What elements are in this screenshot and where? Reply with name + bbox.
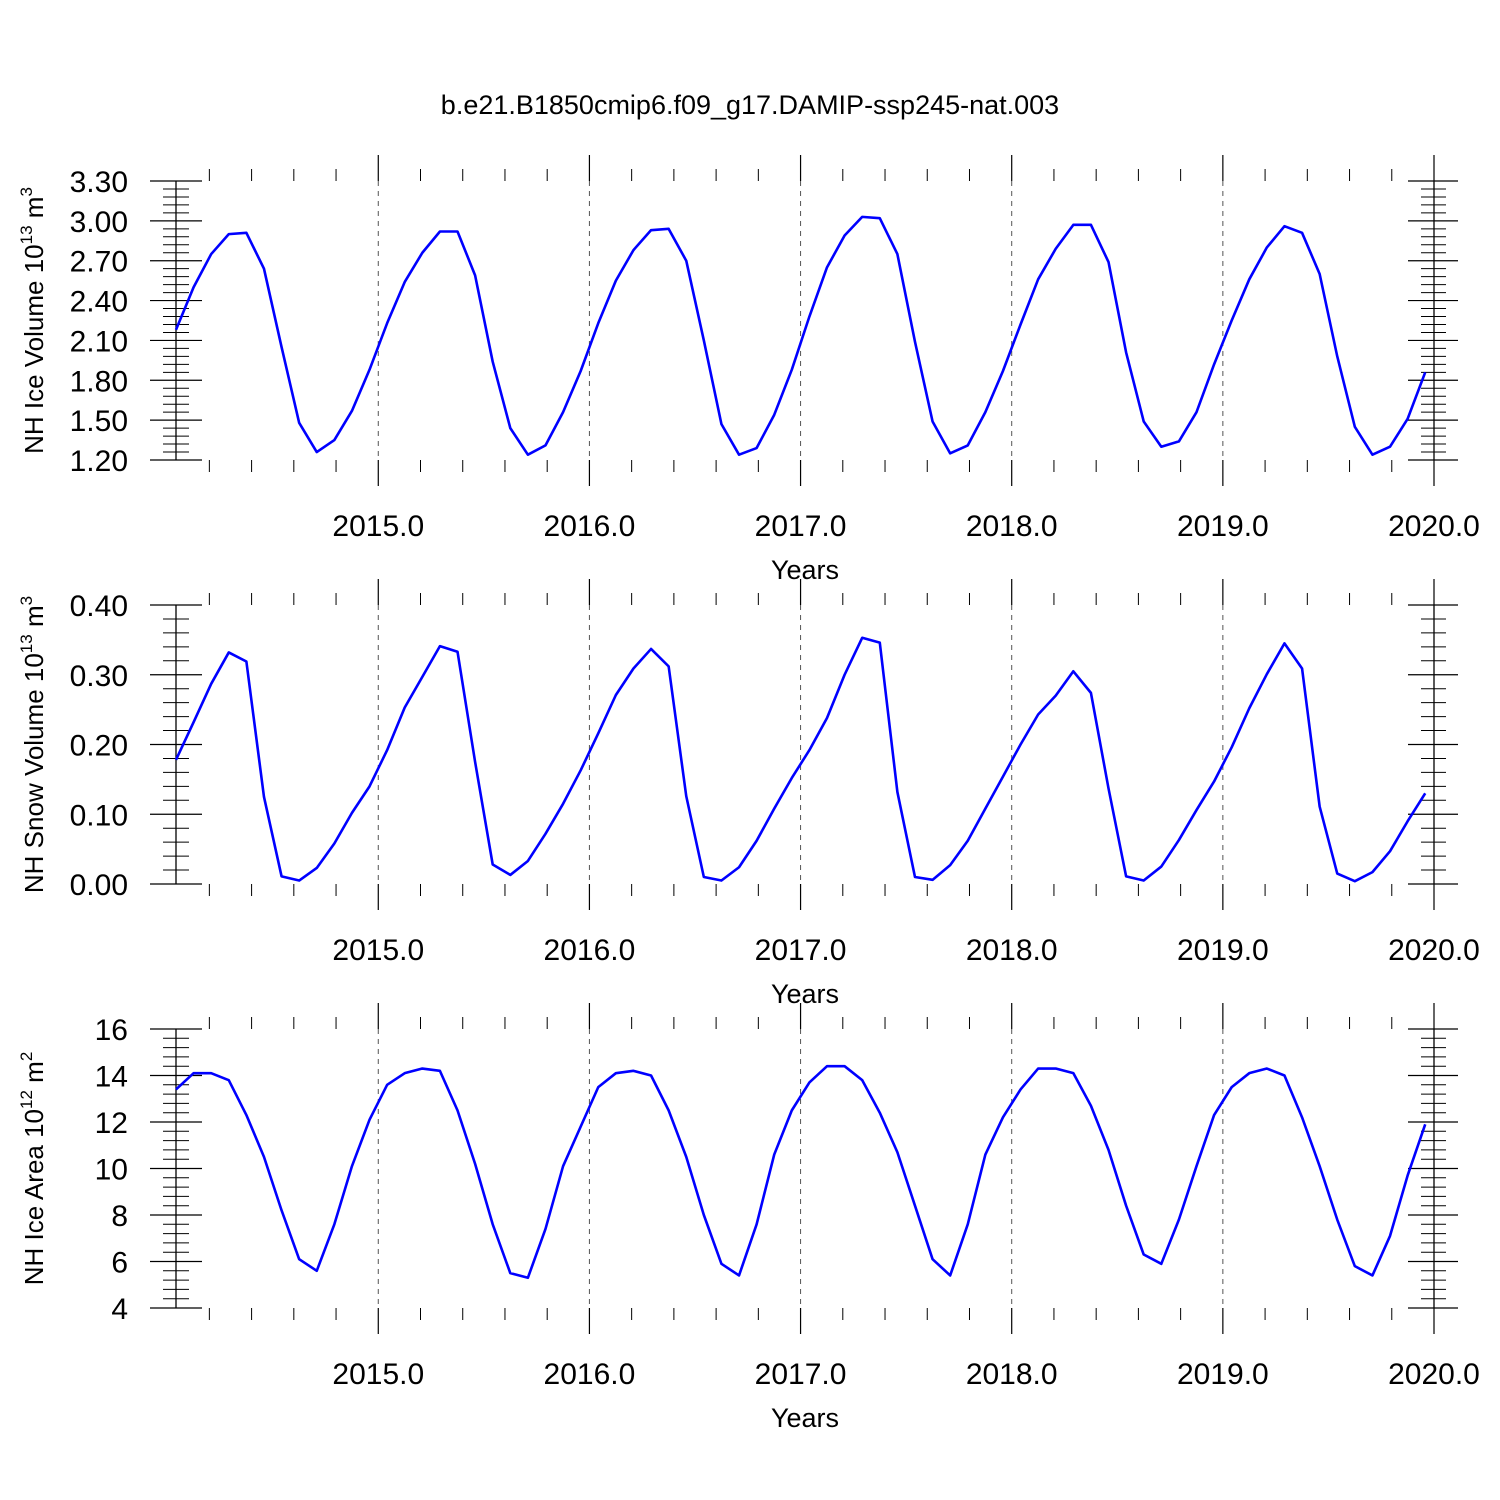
x-tick-label: 2020.0 [1388,510,1480,543]
y-axis-label-text: m [19,605,49,634]
x-axis-label: Years [771,555,839,585]
x-tick-label: 2015.0 [332,1358,424,1391]
x-tick-label: 2019.0 [1177,934,1269,967]
x-tick-label: 2018.0 [966,510,1058,543]
y-axis-label: NH Ice Volume 1013 m3 [17,187,49,454]
x-tick-label: 2019.0 [1177,510,1269,543]
y-axis-label-superscript: 3 [17,596,36,605]
y-axis-label-text: NH Ice Area 10 [19,1109,49,1285]
y-axis-label-text: NH Ice Volume 10 [19,244,49,454]
x-tick-label: 2017.0 [755,934,847,967]
y-tick-label: 2.40 [70,286,128,319]
y-tick-label: 1.80 [70,365,128,398]
x-tick-label: 2016.0 [544,1358,636,1391]
y-tick-label: 10 [95,1154,128,1187]
y-tick-label: 0.30 [70,660,128,693]
page-title: b.e21.B1850cmip6.f09_g17.DAMIP-ssp245-na… [440,90,1060,120]
y-tick-label: 3.30 [70,166,128,199]
x-tick-label: 2017.0 [755,510,847,543]
x-tick-label: 2017.0 [755,1358,847,1391]
x-tick-label: 2018.0 [966,934,1058,967]
x-tick-label: 2015.0 [332,934,424,967]
y-tick-label: 2.70 [70,246,128,279]
y-tick-label: 16 [95,1014,128,1047]
y-tick-label: 3.00 [70,206,128,239]
x-tick-label: 2018.0 [966,1358,1058,1391]
y-axis-label-superscript: 3 [17,187,36,196]
y-tick-label: 1.20 [70,445,128,478]
chart-panel-1: 2015.0 2016.0 2017.0 2018.0 2019.0 2020.0 1.20… [17,155,1480,585]
x-tick-label: 2020.0 [1388,934,1480,967]
y-axis-label-text: m [19,197,49,226]
y-tick-label: 2.10 [70,325,128,358]
y-axis-label-text: NH Snow Volume 10 [19,653,49,893]
y-axis-label: NH Ice Area 1012 m2 [17,1052,49,1286]
y-tick-label: 0.10 [70,799,128,832]
x-axis-label: Years [771,979,839,1009]
series-line [175,1064,1427,1280]
x-tick-label: 2016.0 [544,934,636,967]
y-axis-label-superscript: 2 [17,1052,36,1061]
y-axis-label-superscript: 13 [17,634,36,653]
x-tick-label: 2019.0 [1177,1358,1269,1391]
y-tick-label: 1.50 [70,405,128,438]
y-axis-label-superscript: 13 [17,225,36,244]
y-axis-label-superscript: 12 [17,1090,36,1109]
y-axis-label-text: m [19,1061,49,1090]
y-tick-label: 4 [111,1293,128,1326]
x-tick-label: 2015.0 [332,510,424,543]
y-tick-label: 14 [95,1061,128,1094]
x-tick-label: 2020.0 [1388,1358,1480,1391]
series-line [174,215,1427,456]
x-axis-label: Years [771,1403,839,1433]
y-tick-label: 0.20 [70,730,128,763]
chart-panel-2: 2015.0 2016.0 2017.0 2018.0 2019.0 2020.0 0.00… [17,579,1480,1009]
y-tick-label: 0.40 [70,590,128,623]
chart-panel-3: 2015.0 2016.0 2017.0 2018.0 2019.0 2020.0 4 6 8 1… [17,1003,1480,1433]
y-axis-label: NH Snow Volume 1013 m3 [17,596,49,893]
y-tick-label: 12 [95,1107,128,1140]
y-tick-label: 8 [111,1200,128,1233]
y-tick-label: 0.00 [70,869,128,902]
y-tick-label: 6 [111,1247,128,1280]
x-tick-label: 2016.0 [544,510,636,543]
series-line [174,636,1427,883]
